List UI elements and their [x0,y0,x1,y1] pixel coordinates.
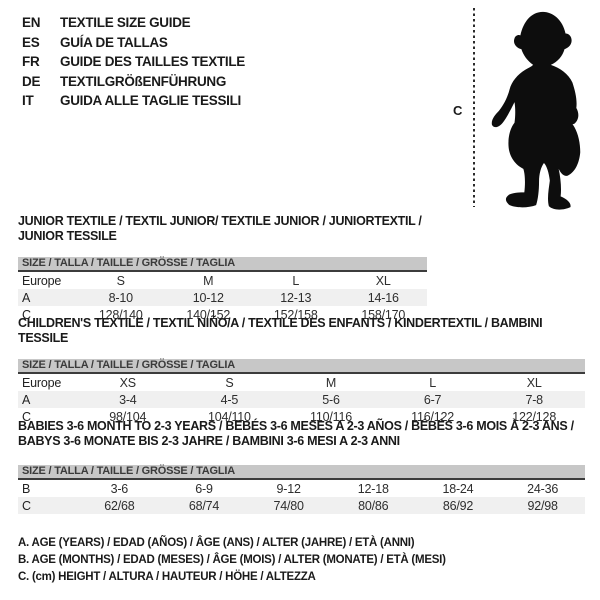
section-babies-textile: BABIES 3-6 MONTH TO 2-3 YEARS / BEBÉS 3-… [18,419,585,514]
row-label-cell: A [22,392,31,407]
size-value-cell: 104/110 [207,409,251,424]
size-value-cell: 158/170 [361,307,406,322]
size-value-cell: S [116,273,125,288]
size-value-cell: 116/122 [411,409,454,424]
babies-size-table: B 3-6 6-9 9-12 12-18 18-24 24-36 C 62/68 68/74 74/… [18,480,585,514]
language-guide-title: TEXTILGRÖßENFÜHRUNG [60,73,227,89]
language-guide-title: GUIDA ALLE TAGLIE TESSILI [60,93,241,108]
size-value-cell: 152/158 [273,307,318,322]
language-code: ES [22,34,40,50]
section-childrens-textile: CHILDREN'S TEXTILE / TEXTIL NIÑO/A / TEX… [18,316,585,425]
language-code: FR [22,54,40,69]
size-value-cell: S [225,375,234,390]
size-value-cell: 12-18 [357,481,389,496]
row-label-cell: C [22,498,31,513]
language-row: ES GUÍA DE TALLAS [22,33,245,53]
language-row: DE TEXTILGRÖßENFÜHRUNG [22,72,245,92]
section-title: BABIES 3-6 MONTH TO 2-3 YEARS / BEBÉS 3-… [18,419,574,448]
size-header-bar: SIZE / TALLA / TAILLE / GRÖSSE / TAGLIA [18,257,427,272]
row-label-cell: C [22,307,31,322]
size-value-cell: 68/74 [188,498,220,513]
section-title: CHILDREN'S TEXTILE / TEXTIL NIÑO/A / TEX… [18,316,543,345]
language-code: IT [22,93,34,108]
table-row: A 3-4 4-5 5-6 6-7 7-8 [18,391,585,408]
row-label-cell: C [22,409,31,424]
section-junior-textile: JUNIOR TEXTILE / TEXTIL JUNIOR/ TEXTILE … [18,214,427,323]
table-row: C 62/68 68/74 74/80 80/86 86/92 92/98 [18,497,585,514]
size-value-cell: XL [526,375,542,390]
size-value-cell: 62/68 [104,498,135,513]
language-guide-title: TEXTILE SIZE GUIDE [60,15,191,30]
size-value-cell: 86/92 [442,498,474,513]
language-row: FR GUIDE DES TAILLES TEXTILE [22,52,245,72]
size-value-cell: 122/128 [512,409,557,424]
table-row: C 128/140 140/152 152/158 158/170 [18,306,427,323]
size-value-cell: 6-7 [423,392,442,407]
language-guide-title: GUÍA DE TALLAS [60,34,168,50]
measurement-legend: A. AGE (YEARS) / EDAD (AÑOS) / ÂGE (ANS)… [18,537,446,584]
height-marker-label: C [453,103,463,118]
size-value-cell: 7-8 [525,392,543,407]
language-row: EN TEXTILE SIZE GUIDE [22,13,245,33]
size-value-cell: M [203,273,214,288]
size-value-cell: 92/98 [527,498,558,513]
language-row: IT GUIDA ALLE TAGLIE TESSILI [22,91,245,111]
language-title-list: EN TEXTILE SIZE GUIDE ES GUÍA DE TALLAS FR GU… [22,13,245,111]
size-value-cell: 12-13 [280,290,312,305]
size-value-cell: 10-12 [192,290,224,305]
row-label-cell: A [22,290,31,305]
size-value-cell: 128/140 [98,307,143,322]
size-value-cell: 3-4 [119,392,137,407]
size-value-cell: 5-6 [322,392,340,407]
language-code: EN [22,15,41,30]
table-row: B 3-6 6-9 9-12 12-18 18-24 24-36 [18,480,585,497]
size-header-bar: SIZE / TALLA / TAILLE / GRÖSSE / TAGLIA [18,359,585,374]
size-value-cell: 98/104 [109,409,147,424]
children-size-table: Europe XS S M L XL A 3-4 4-5 5-6 6-7 7-8 C 98/104 104/… [18,374,585,425]
size-value-cell: 24-36 [527,481,559,496]
size-header-bar: SIZE / TALLA / TAILLE / GRÖSSE / TAGLIA [18,465,585,480]
junior-size-table: Europe S M L XL A 8-10 10-12 12-13 14-16 C 128/140 1… [18,272,427,323]
size-value-cell: XS [119,375,136,390]
table-row: C 98/104 104/110 110/116 116/122 122/128 [18,408,585,425]
size-value-cell: 74/80 [273,498,304,513]
measurement-figure: C [440,0,600,218]
language-guide-title: GUIDE DES TAILLES TEXTILE [60,54,246,69]
size-value-cell: L [429,375,436,390]
table-row: A 8-10 10-12 12-13 14-16 [18,289,427,306]
size-value-cell: L [292,273,300,288]
size-value-cell: 80/86 [358,498,389,513]
size-value-cell: XL [375,273,391,288]
row-label-cell: Europe [22,375,62,390]
size-value-cell: M [325,375,337,390]
toddler-silhouette-image [491,11,581,210]
section-title: JUNIOR TEXTILE / TEXTIL JUNIOR/ TEXTILE … [18,214,422,243]
table-row: Europe XS S M L XL [18,374,585,391]
size-value-cell: 8-10 [108,290,133,305]
size-value-cell: 110/116 [310,409,352,424]
height-dotted-line [473,8,475,207]
size-value-cell: 18-24 [442,481,474,496]
size-value-cell: 6-9 [195,481,213,496]
table-row: Europe S M L XL [18,272,427,289]
size-value-cell: 9-12 [276,481,301,496]
size-value-cell: 4-5 [220,392,239,407]
size-value-cell: 14-16 [367,290,399,305]
row-label-cell: B [22,481,31,496]
language-code: DE [22,73,41,89]
size-value-cell: 140/152 [186,307,231,322]
row-label-cell: Europe [22,273,62,288]
size-value-cell: 3-6 [110,481,129,496]
